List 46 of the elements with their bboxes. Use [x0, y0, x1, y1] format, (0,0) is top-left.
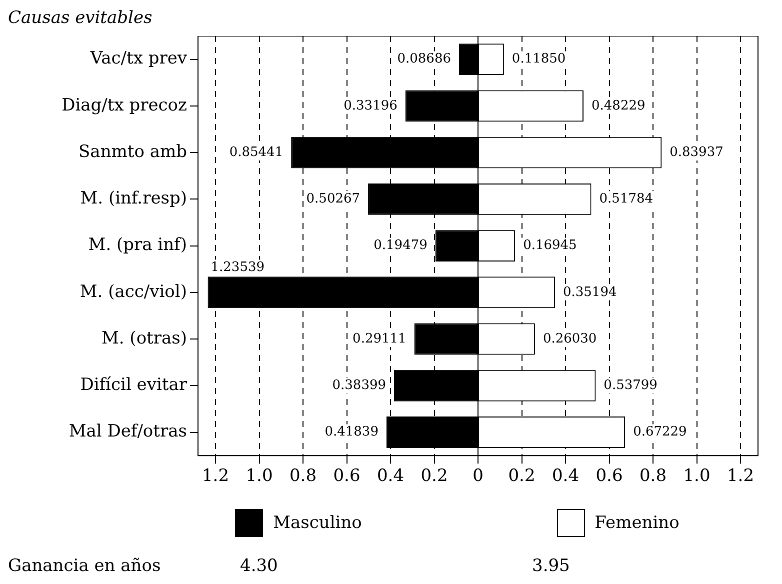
x-tick-label: 0.8 — [289, 466, 317, 486]
text: Femenino — [594, 513, 680, 533]
data-label: 0.29111 — [352, 331, 406, 346]
y-tick-label: M. (acc/viol) — [80, 282, 187, 302]
x-tick-label: 1.0 — [683, 466, 710, 486]
x-tick-label: 0.4 — [376, 466, 404, 486]
data-label: 1.23539 — [210, 260, 265, 276]
data-label: 0.26030 — [542, 331, 597, 346]
y-tick-label: M. (otras) — [101, 328, 187, 348]
chart-title: Causas evitables — [8, 8, 154, 30]
data-label: 0.83937 — [670, 144, 724, 160]
data-label: 0.48229 — [592, 98, 646, 114]
y-tick-label: Diag/tx precoz — [62, 95, 188, 116]
text: Ganancia en años — [8, 556, 161, 576]
y-tick-label: Mal Def/otras — [68, 422, 187, 442]
data-label: 0.11850 — [512, 52, 566, 67]
x-tick-label: 1.0 — [246, 466, 273, 486]
data-label: 0.51784 — [599, 192, 654, 207]
data-label: 0.08686 — [397, 52, 452, 67]
data-label: 0.19479 — [374, 238, 428, 254]
data-label: 0.35194 — [562, 284, 617, 300]
legend-label: Masculino — [273, 513, 362, 533]
x-tick-label: 1.2 — [726, 466, 754, 486]
x-tick-label: 0.2 — [508, 466, 536, 486]
x-tick-label: 0 — [472, 466, 484, 486]
data-label: 0.16945 — [523, 238, 577, 254]
data-label: 0.53799 — [604, 378, 658, 394]
y-tick-label: Difícil evitar — [80, 375, 188, 396]
text: 3.95 — [532, 556, 570, 576]
x-tick-label: 0.2 — [420, 466, 448, 486]
x-tick-label: 0.4 — [552, 466, 580, 486]
x-tick-label: 1.2 — [202, 466, 230, 486]
text: 4.30 — [240, 556, 278, 576]
data-label: 0.85441 — [229, 144, 284, 160]
data-label: 0.38399 — [332, 378, 386, 394]
data-label: 0.50267 — [306, 192, 360, 207]
x-tick-label: 0.8 — [639, 466, 667, 486]
y-tick-label: Sanmto amb — [78, 142, 188, 162]
data-label: 0.67229 — [633, 424, 687, 440]
x-tick-label: 0.6 — [333, 466, 360, 486]
y-tick-label: M. (inf.resp) — [80, 188, 187, 209]
data-label: 0.33196 — [344, 98, 398, 114]
y-tick-label: M. (pra inf) — [88, 235, 187, 256]
data-label: 0.41839 — [324, 424, 378, 440]
x-tick-label: 0.6 — [596, 466, 623, 486]
y-tick-label: Vac/tx prev — [89, 48, 188, 69]
